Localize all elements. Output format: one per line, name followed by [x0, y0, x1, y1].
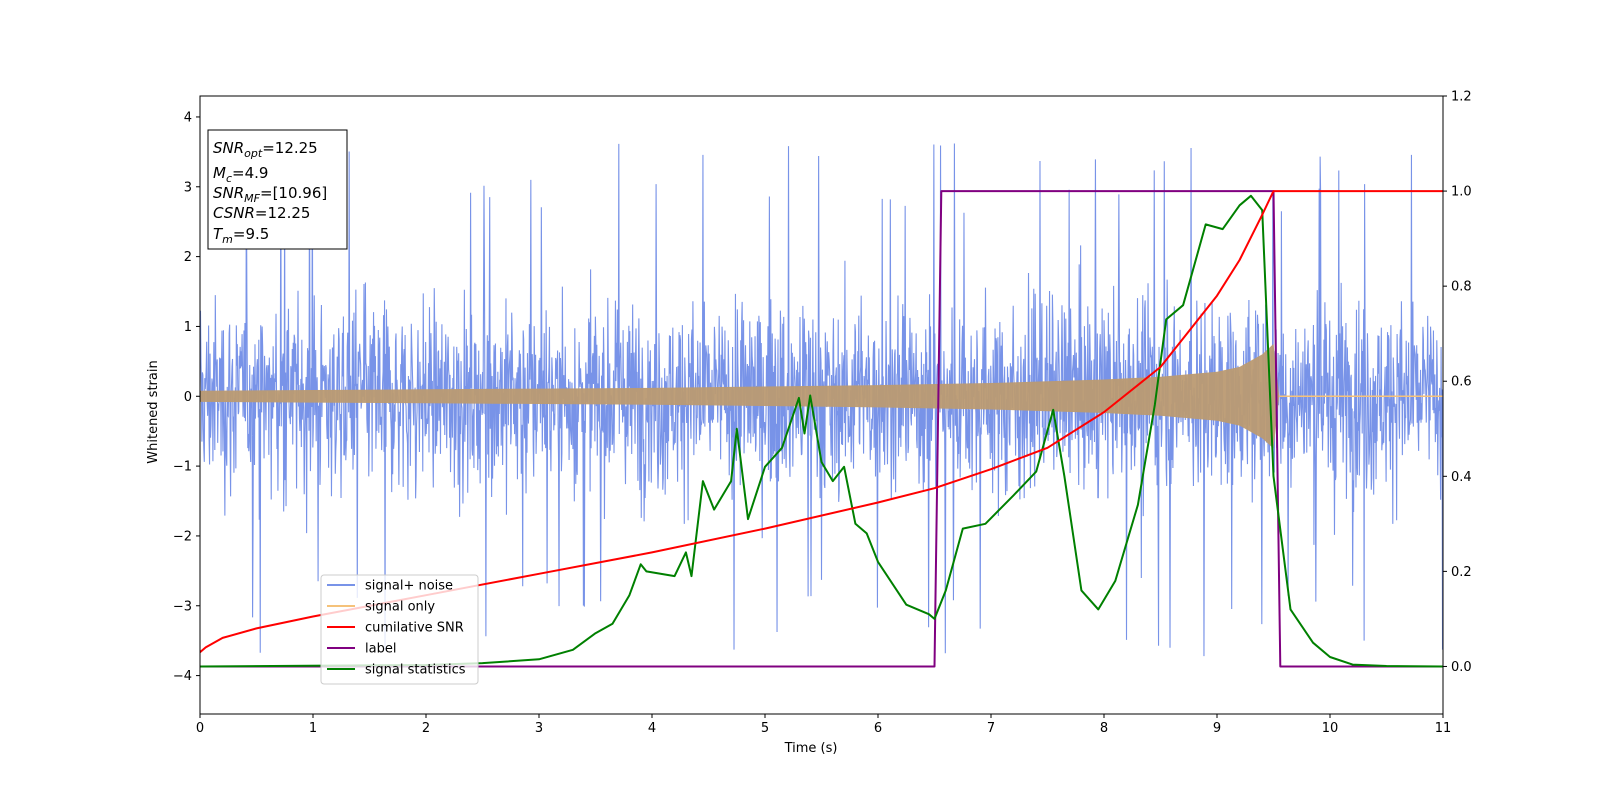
y-left-tick-label: 4 — [184, 110, 192, 125]
series-signal-only — [200, 343, 1280, 449]
plot-frame — [199, 95, 1444, 715]
y-left-tick-label: −2 — [173, 529, 192, 544]
legend: signal+ noise signal only cumilative SNR la… — [320, 574, 479, 685]
x-tick-label: 4 — [648, 721, 656, 736]
y-right-tick-label: 1.0 — [1451, 185, 1472, 200]
y-left-tick-label: −1 — [173, 460, 192, 475]
x-tick-label: 8 — [1100, 721, 1108, 736]
annotation-csnr: CSNR=12.25 — [213, 204, 310, 222]
y-left-tick-label: 3 — [184, 180, 192, 195]
y-right-tick-label: 0.0 — [1451, 660, 1472, 675]
x-tick-label: 10 — [1322, 721, 1339, 736]
y-right-tick-label: 0.2 — [1451, 565, 1472, 580]
axes: 0 1 2 3 4 5 6 7 8 9 10 11 −4 −3 −2 −1 0 1 2 3 4 0.0 0.2 0.4 0.6 0… — [173, 90, 1472, 737]
x-tick-label: 5 — [761, 721, 769, 736]
x-tick-label: 9 — [1213, 721, 1221, 736]
legend-label: signal statistics — [365, 663, 466, 678]
legend-label: signal+ noise — [365, 579, 453, 594]
y-left-tick-label: 1 — [184, 320, 192, 335]
x-tick-label: 2 — [422, 721, 430, 736]
plot-area — [200, 133, 1443, 668]
y-left-tick-label: 2 — [184, 250, 192, 265]
x-tick-label: 3 — [535, 721, 543, 736]
y-left-tick-label: −4 — [173, 669, 192, 684]
annotation-snr-mf: SNRMF=[10.96] — [213, 184, 327, 205]
legend-label: label — [365, 642, 396, 657]
x-tick-label: 0 — [196, 721, 204, 736]
x-tick-label: 11 — [1435, 721, 1452, 736]
series-signal-statistics — [200, 194, 1443, 668]
annotation-box: SNRopt=12.25 Mc=4.9 SNRMF=[10.96] CSNR=1… — [207, 129, 348, 250]
x-tick-label: 6 — [874, 721, 882, 736]
y-right-tick-label: 1.2 — [1451, 90, 1472, 105]
y-right-tick-label: 0.8 — [1451, 280, 1472, 295]
y-left-tick-label: −3 — [173, 599, 192, 614]
annotation-tm: Tm=9.5 — [213, 225, 269, 246]
annotation-snr-opt: SNRopt=12.25 — [213, 139, 318, 160]
legend-label: signal only — [365, 600, 435, 615]
y-left-tick-label: 0 — [184, 390, 192, 405]
series-signal-noise — [200, 133, 1443, 657]
series-label — [200, 190, 1443, 668]
y-axis-label: Whitened strain — [146, 360, 161, 463]
x-axis-label: Time (s) — [784, 741, 838, 756]
y-right-tick-label: 0.6 — [1451, 375, 1472, 390]
annotation-mc: Mc=4.9 — [213, 164, 268, 185]
series-cumulative-snr — [200, 190, 1443, 653]
x-tick-label: 1 — [309, 721, 317, 736]
x-tick-label: 7 — [987, 721, 995, 736]
y-right-tick-label: 0.4 — [1451, 470, 1472, 485]
legend-label: cumilative SNR — [365, 621, 464, 636]
